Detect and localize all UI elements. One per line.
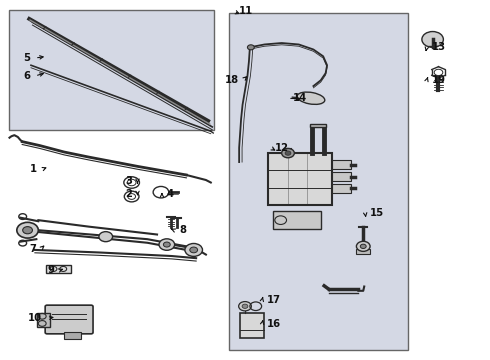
Circle shape <box>247 45 254 50</box>
Circle shape <box>17 222 38 238</box>
Text: 1: 1 <box>30 164 37 174</box>
Circle shape <box>99 231 113 242</box>
Text: 10: 10 <box>28 313 42 323</box>
Circle shape <box>239 302 251 311</box>
Text: 13: 13 <box>432 42 445 52</box>
Bar <box>332 160 350 169</box>
Ellipse shape <box>297 92 325 104</box>
Text: 12: 12 <box>275 143 289 153</box>
Text: 3: 3 <box>126 176 133 186</box>
Text: 9: 9 <box>48 265 54 275</box>
Circle shape <box>185 243 202 256</box>
Bar <box>332 184 350 193</box>
Circle shape <box>242 304 248 309</box>
Text: 14: 14 <box>293 93 307 103</box>
Text: 18: 18 <box>224 75 239 85</box>
Text: 2: 2 <box>126 189 133 199</box>
Bar <box>9 10 214 130</box>
Bar <box>46 265 71 273</box>
Circle shape <box>356 241 370 251</box>
Bar <box>273 211 321 229</box>
Circle shape <box>285 151 291 155</box>
Text: 15: 15 <box>370 208 384 218</box>
Text: 6: 6 <box>23 71 30 81</box>
Bar <box>332 172 350 181</box>
Bar <box>269 153 332 205</box>
Text: 8: 8 <box>179 225 186 235</box>
Bar <box>9 10 214 130</box>
Circle shape <box>163 242 170 247</box>
Bar <box>229 13 408 350</box>
Text: 7: 7 <box>29 244 36 254</box>
Circle shape <box>23 226 32 234</box>
Bar <box>229 13 408 350</box>
Bar <box>356 249 370 253</box>
Bar <box>311 125 326 127</box>
Circle shape <box>422 32 443 47</box>
Bar <box>37 313 49 327</box>
Text: 4: 4 <box>167 189 174 199</box>
Text: 16: 16 <box>267 319 281 329</box>
Text: 19: 19 <box>432 75 445 85</box>
Bar <box>64 332 81 339</box>
Circle shape <box>282 148 294 158</box>
Text: 5: 5 <box>23 53 30 63</box>
Circle shape <box>159 239 174 250</box>
Bar <box>240 314 264 338</box>
Circle shape <box>190 247 197 253</box>
Text: 11: 11 <box>239 6 253 17</box>
FancyBboxPatch shape <box>45 305 93 334</box>
Circle shape <box>360 244 366 248</box>
Text: 17: 17 <box>267 295 281 305</box>
